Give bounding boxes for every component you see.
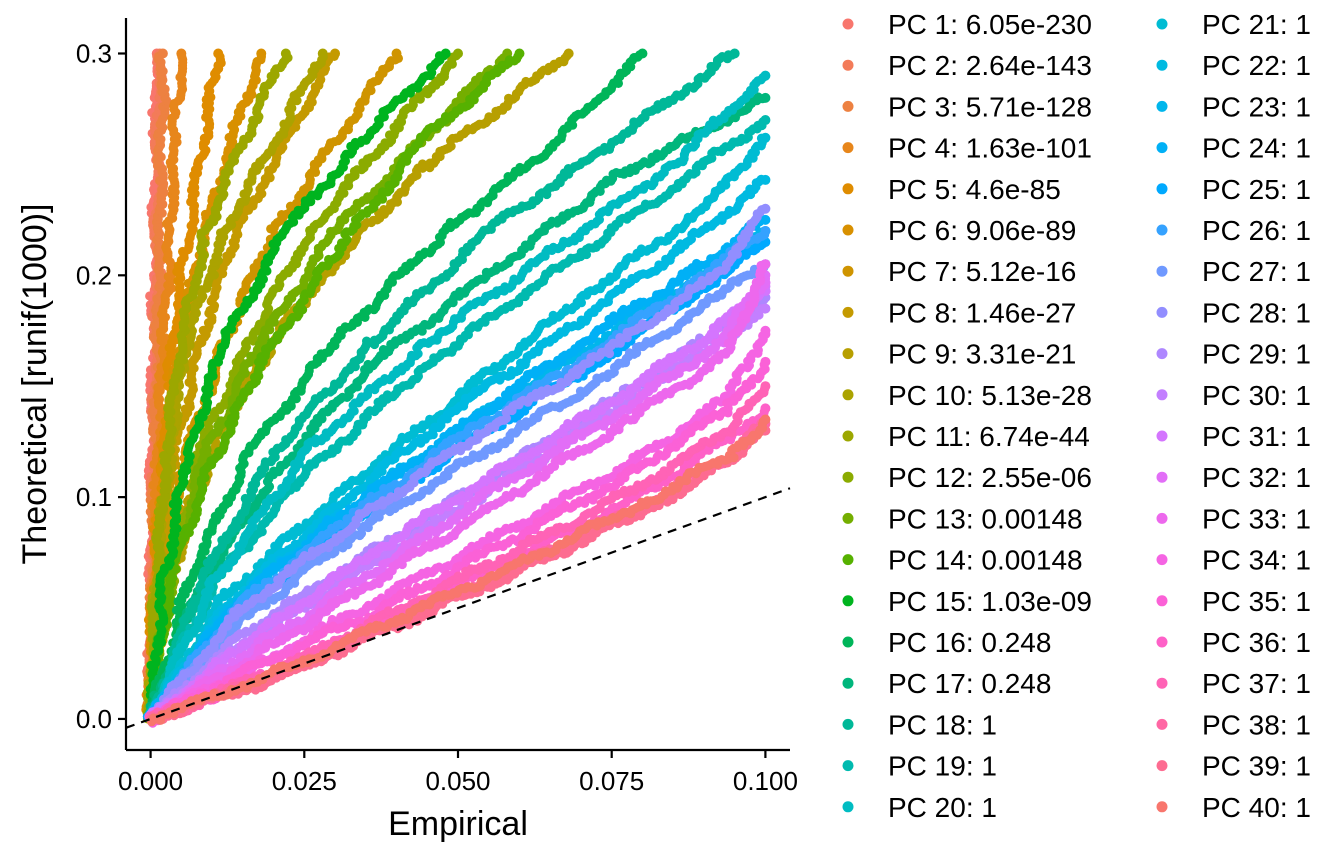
data-point (453, 48, 463, 59)
data-point (213, 48, 224, 59)
points-layer (141, 48, 771, 728)
data-point (729, 48, 740, 59)
data-point (391, 48, 402, 59)
data-point (760, 92, 771, 103)
data-point (280, 48, 291, 59)
data-point (563, 48, 574, 59)
data-point (317, 48, 328, 59)
data-point (157, 48, 168, 59)
data-point (637, 48, 648, 59)
data-point (256, 48, 267, 59)
data-point (330, 48, 341, 59)
data-point (440, 48, 451, 59)
data-point (514, 48, 525, 59)
data-point (760, 115, 771, 126)
data-point (362, 336, 372, 346)
data-point (176, 48, 187, 59)
